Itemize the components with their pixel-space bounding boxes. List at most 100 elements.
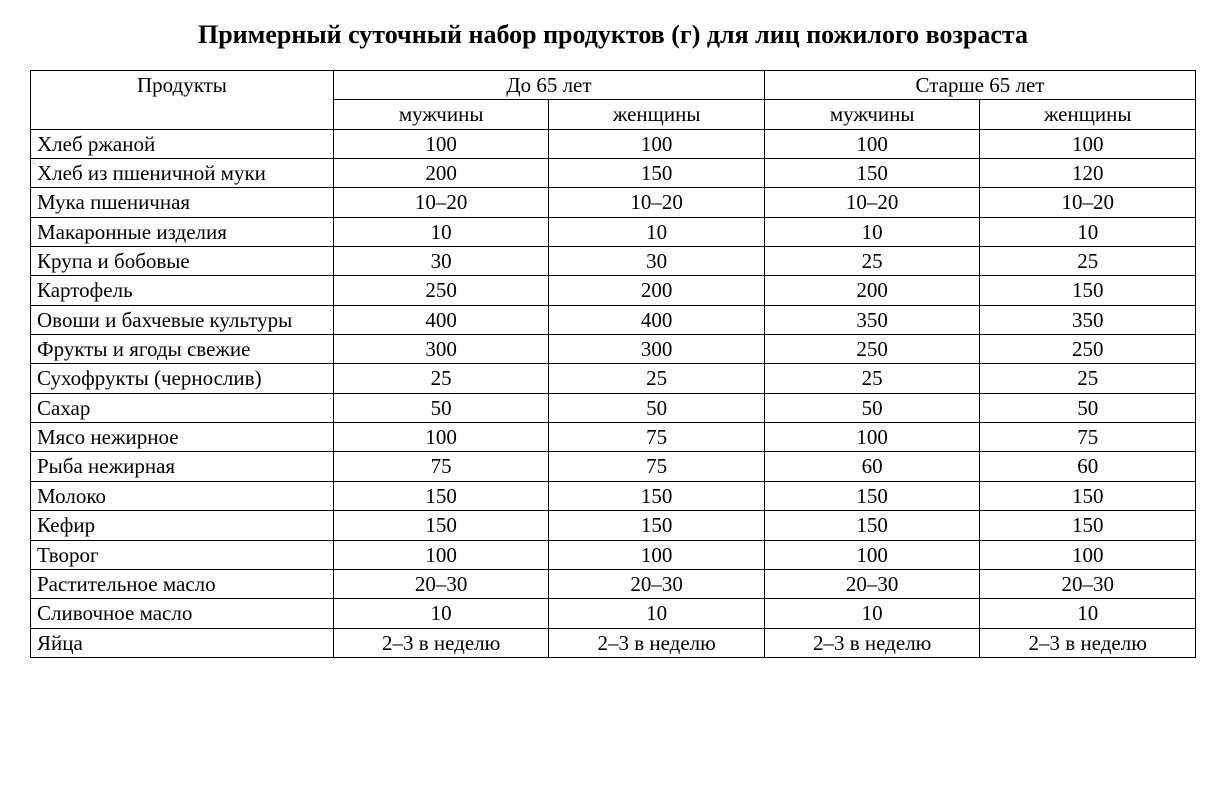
value-cell: 100 [980,540,1196,569]
value-cell: 150 [980,276,1196,305]
table-row: Мука пшеничная10–2010–2010–2010–20 [31,188,1196,217]
value-cell: 150 [333,481,549,510]
value-cell: 10–20 [980,188,1196,217]
product-name-cell: Мясо нежирное [31,423,334,452]
value-cell: 2–3 в неделю [333,628,549,657]
value-cell: 20–30 [549,569,765,598]
table-row: Сливочное масло10101010 [31,599,1196,628]
product-name-cell: Сухофрукты (чернослив) [31,364,334,393]
value-cell: 200 [549,276,765,305]
value-cell: 25 [549,364,765,393]
value-cell: 150 [764,159,980,188]
product-name-cell: Овоши и бахчевые культуры [31,305,334,334]
value-cell: 250 [980,335,1196,364]
product-name-cell: Мука пшеничная [31,188,334,217]
table-row: Мясо нежирное1007510075 [31,423,1196,452]
value-cell: 200 [333,159,549,188]
product-name-cell: Кефир [31,511,334,540]
value-cell: 100 [333,423,549,452]
table-row: Хлеб из пшеничной муки200150150120 [31,159,1196,188]
header-group-under65: До 65 лет [333,71,764,100]
table-row: Картофель250200200150 [31,276,1196,305]
table-row: Молоко150150150150 [31,481,1196,510]
product-name-cell: Сахар [31,393,334,422]
header-products: Продукты [31,71,334,130]
table-row: Растительное масло20–3020–3020–3020–30 [31,569,1196,598]
product-name-cell: Хлеб из пшеничной муки [31,159,334,188]
value-cell: 100 [764,423,980,452]
value-cell: 50 [549,393,765,422]
product-name-cell: Крупа и бобовые [31,247,334,276]
value-cell: 150 [333,511,549,540]
value-cell: 75 [333,452,549,481]
value-cell: 200 [764,276,980,305]
value-cell: 150 [549,481,765,510]
value-cell: 60 [980,452,1196,481]
value-cell: 10–20 [549,188,765,217]
table-row: Фрукты и ягоды свежие300300250250 [31,335,1196,364]
product-name-cell: Яйца [31,628,334,657]
value-cell: 10 [549,599,765,628]
value-cell: 2–3 в неделю [549,628,765,657]
value-cell: 50 [980,393,1196,422]
value-cell: 60 [764,452,980,481]
table-row: Творог100100100100 [31,540,1196,569]
value-cell: 20–30 [980,569,1196,598]
value-cell: 20–30 [764,569,980,598]
value-cell: 25 [980,247,1196,276]
value-cell: 10–20 [764,188,980,217]
value-cell: 400 [333,305,549,334]
value-cell: 150 [549,511,765,540]
value-cell: 10 [980,217,1196,246]
value-cell: 25 [980,364,1196,393]
value-cell: 10 [764,599,980,628]
product-name-cell: Макаронные изделия [31,217,334,246]
value-cell: 120 [980,159,1196,188]
value-cell: 75 [980,423,1196,452]
value-cell: 25 [333,364,549,393]
value-cell: 10 [333,217,549,246]
header-under65-men: мужчины [333,100,549,129]
product-name-cell: Рыба нежирная [31,452,334,481]
value-cell: 250 [764,335,980,364]
value-cell: 30 [333,247,549,276]
value-cell: 25 [764,247,980,276]
table-row: Рыба нежирная75756060 [31,452,1196,481]
value-cell: 50 [764,393,980,422]
value-cell: 10–20 [333,188,549,217]
table-row: Макаронные изделия10101010 [31,217,1196,246]
product-name-cell: Сливочное масло [31,599,334,628]
header-over65-men: мужчины [764,100,980,129]
table-row: Крупа и бобовые30302525 [31,247,1196,276]
product-name-cell: Картофель [31,276,334,305]
products-table: Продукты До 65 лет Старше 65 лет мужчины… [30,70,1196,658]
value-cell: 150 [980,511,1196,540]
value-cell: 250 [333,276,549,305]
product-name-cell: Фрукты и ягоды свежие [31,335,334,364]
value-cell: 350 [764,305,980,334]
header-under65-women: женщины [549,100,765,129]
value-cell: 150 [764,511,980,540]
value-cell: 100 [764,540,980,569]
value-cell: 100 [764,129,980,158]
value-cell: 75 [549,423,765,452]
table-row: Хлеб ржаной100100100100 [31,129,1196,158]
header-group-over65: Старше 65 лет [764,71,1195,100]
value-cell: 75 [549,452,765,481]
value-cell: 30 [549,247,765,276]
value-cell: 2–3 в неделю [764,628,980,657]
value-cell: 10 [549,217,765,246]
value-cell: 150 [764,481,980,510]
value-cell: 100 [333,129,549,158]
value-cell: 10 [764,217,980,246]
value-cell: 100 [549,540,765,569]
value-cell: 150 [549,159,765,188]
product-name-cell: Растительное масло [31,569,334,598]
table-body: Хлеб ржаной100100100100Хлеб из пшеничной… [31,129,1196,657]
product-name-cell: Творог [31,540,334,569]
value-cell: 2–3 в неделю [980,628,1196,657]
header-over65-women: женщины [980,100,1196,129]
table-row: Сухофрукты (чернослив)25252525 [31,364,1196,393]
value-cell: 50 [333,393,549,422]
value-cell: 400 [549,305,765,334]
